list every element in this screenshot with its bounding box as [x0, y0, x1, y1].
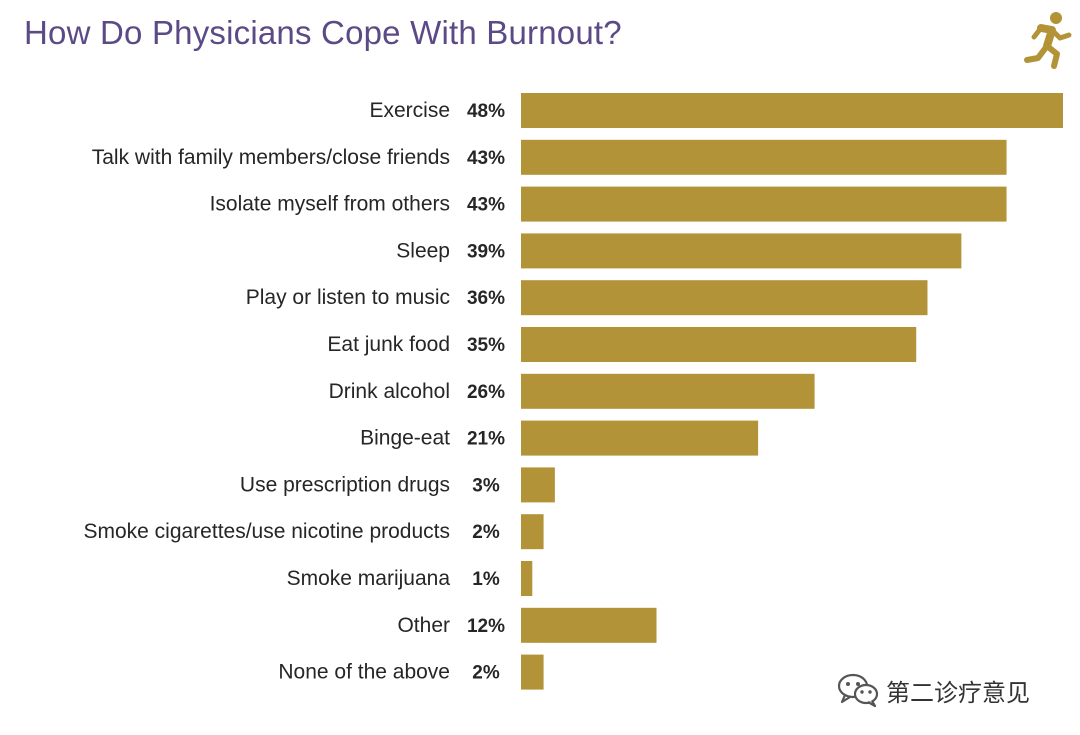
watermark: 第二诊疗意见 — [836, 670, 1030, 710]
value-label: 21% — [467, 429, 505, 450]
category-label: Other — [397, 614, 450, 637]
value-label: 48% — [467, 101, 505, 122]
value-label: 26% — [467, 382, 505, 403]
bar — [521, 327, 917, 362]
category-label: Isolate myself from others — [210, 193, 450, 216]
bar — [521, 139, 1007, 175]
value-label: 36% — [467, 288, 505, 309]
chart-title: How Do Physicians Cope With Burnout? — [24, 14, 622, 51]
bar — [521, 186, 1007, 222]
category-label: Smoke marijuana — [287, 567, 451, 590]
bar — [521, 280, 928, 316]
value-label: 39% — [467, 241, 505, 262]
bar — [521, 93, 1063, 128]
bar — [521, 654, 544, 690]
category-label: Exercise — [369, 99, 450, 122]
category-label: Talk with family members/close friends — [92, 146, 450, 169]
category-label: Smoke cigarettes/use nicotine products — [83, 520, 450, 543]
bar — [521, 233, 962, 269]
value-label: 1% — [472, 569, 500, 590]
running-person-icon — [1024, 12, 1072, 69]
bar — [521, 607, 657, 643]
category-label: Eat junk food — [327, 333, 450, 356]
value-label: 35% — [467, 335, 505, 356]
wechat-icon — [837, 673, 879, 708]
bar — [521, 420, 759, 456]
value-label: 3% — [472, 475, 500, 496]
category-label: None of the above — [278, 661, 450, 684]
value-label: 43% — [467, 195, 505, 216]
value-label: 43% — [467, 148, 505, 169]
category-label: Use prescription drugs — [240, 473, 450, 496]
bar — [521, 561, 533, 596]
category-label: Binge-eat — [360, 427, 450, 450]
category-label: Sleep — [396, 239, 450, 262]
watermark-text: 第二诊疗意见 — [886, 678, 1030, 707]
value-label: 2% — [472, 522, 500, 543]
value-label: 12% — [467, 616, 505, 637]
bar — [521, 373, 815, 409]
bar — [521, 467, 555, 503]
bar — [521, 514, 544, 550]
category-label: Drink alcohol — [329, 380, 450, 403]
value-label: 2% — [472, 663, 500, 684]
category-label: Play or listen to music — [246, 286, 450, 309]
